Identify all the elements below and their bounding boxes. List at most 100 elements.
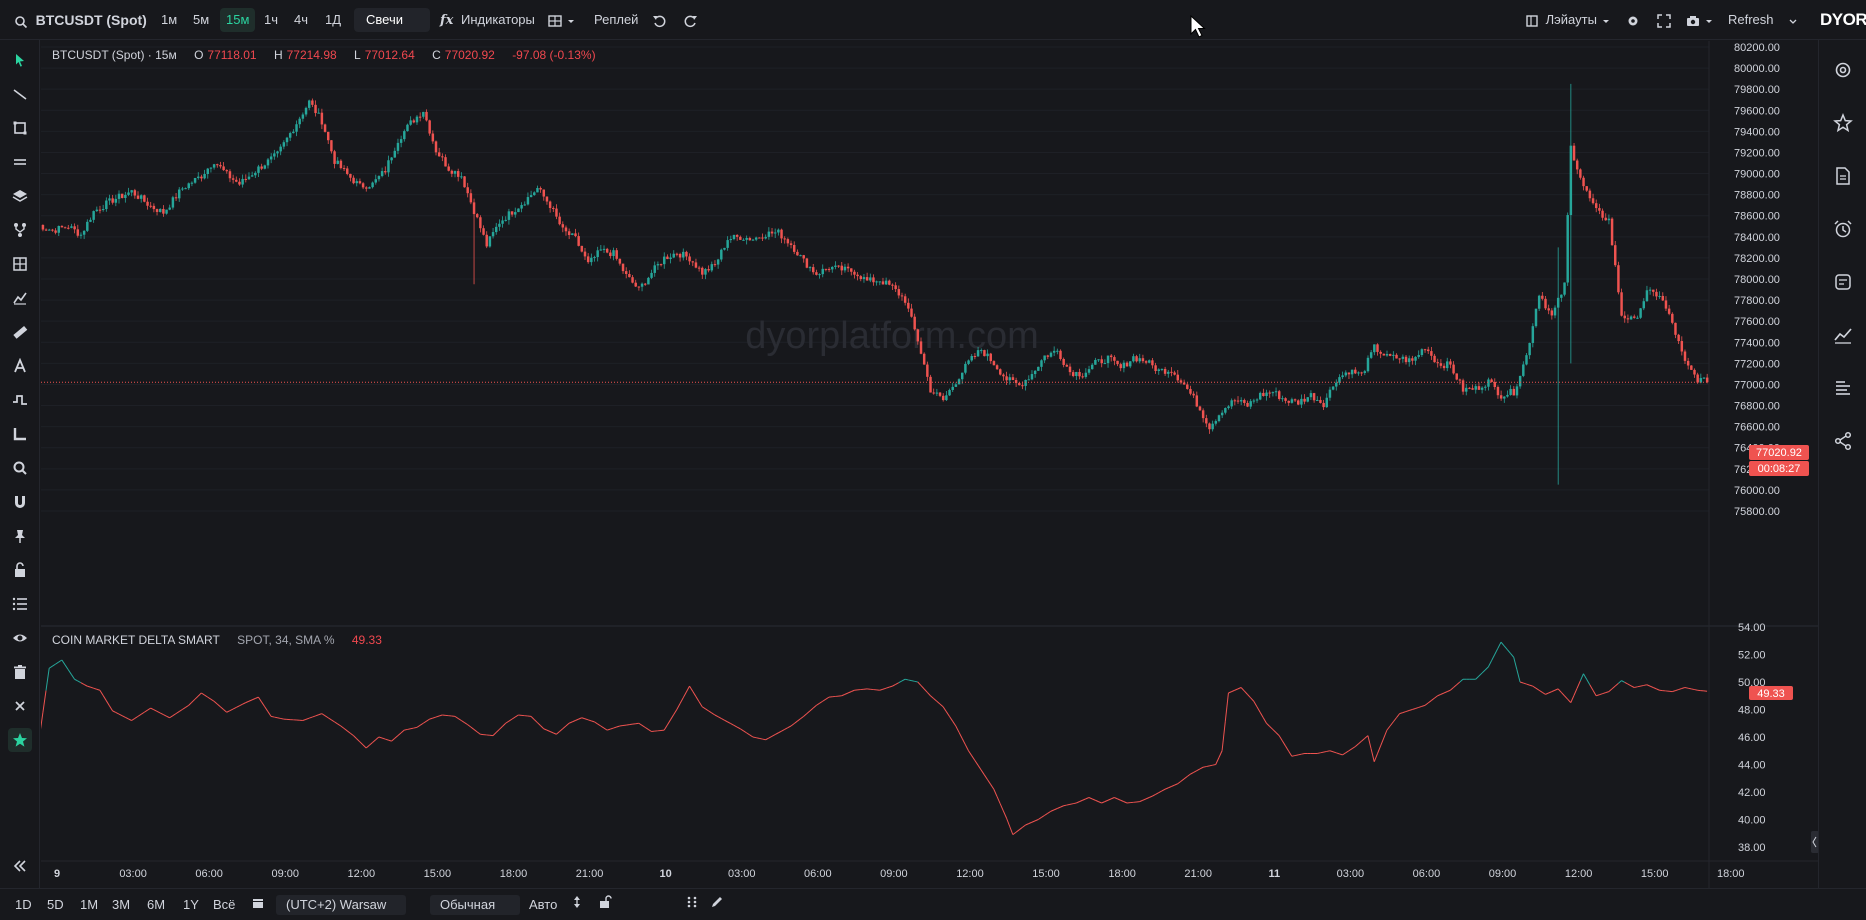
rectangle-icon[interactable]: [8, 116, 32, 140]
range-1d[interactable]: 1D: [15, 897, 32, 912]
timezone-select[interactable]: (UTC+2) Warsaw: [276, 895, 406, 915]
alert-clock-icon[interactable]: [1831, 217, 1855, 241]
layers-icon[interactable]: [8, 184, 32, 208]
range-3m[interactable]: 3M: [112, 897, 131, 912]
indicator-segment: [1519, 681, 1524, 684]
lock-icon[interactable]: [8, 558, 32, 582]
range-all[interactable]: Всё: [213, 897, 236, 912]
favorite-star-icon[interactable]: [8, 728, 32, 752]
candle-body: [938, 392, 942, 396]
settings-icon[interactable]: [1831, 58, 1855, 82]
indicator-legend[interactable]: COIN MARKET DELTA SMART SPOT, 34, SMA % …: [52, 633, 386, 647]
indicator-segment: [549, 731, 554, 734]
order-book-icon[interactable]: [1831, 376, 1855, 400]
indicator-segment: [1535, 687, 1540, 691]
interval-4h[interactable]: 4ч: [294, 12, 309, 27]
news-icon[interactable]: [1831, 270, 1855, 294]
symbol-search[interactable]: BTCUSDT (Spot): [14, 8, 147, 32]
range-1m[interactable]: 1M: [80, 897, 99, 912]
indicator-segment: [1006, 817, 1011, 827]
candle-body: [1493, 381, 1497, 388]
candle-body: [269, 156, 273, 160]
interval-1h[interactable]: 1ч: [264, 12, 279, 27]
refresh-button[interactable]: Refresh: [1728, 12, 1774, 27]
magnet-icon[interactable]: [8, 490, 32, 514]
document-icon[interactable]: [1831, 164, 1855, 188]
indicator-segment: [204, 694, 208, 698]
share-icon[interactable]: [1831, 429, 1855, 453]
candle-body: [1011, 377, 1015, 381]
pattern-icon[interactable]: [8, 388, 32, 412]
range-1y[interactable]: 1Y: [183, 897, 199, 912]
candle-body: [713, 264, 717, 266]
candle-body: [203, 174, 206, 179]
interval-1d[interactable]: 1Д: [325, 12, 342, 27]
dyor-logo[interactable]: DYOR: [1820, 10, 1866, 29]
candle-body: [415, 116, 419, 123]
candle-body: [1556, 297, 1560, 308]
parallel-channel-icon[interactable]: [8, 150, 32, 174]
zoom-icon[interactable]: [8, 456, 32, 480]
candle-body: [1331, 386, 1335, 390]
measure-icon[interactable]: [8, 422, 32, 446]
chart-type-select[interactable]: Свечи: [354, 8, 430, 32]
close-icon[interactable]: [8, 694, 32, 718]
candle-body: [1430, 351, 1433, 356]
candle-body: [1271, 392, 1275, 394]
settings-gear-icon[interactable]: [1626, 8, 1640, 32]
replay-button[interactable]: Реплей: [594, 12, 639, 27]
interval-15m[interactable]: 15м: [220, 8, 256, 32]
indicator-axis[interactable]: 54.0052.0050.0048.0046.0044.0042.0040.00…: [1738, 622, 1766, 854]
layouts-button[interactable]: Лэйауты: [1526, 8, 1611, 32]
chevron-down-icon[interactable]: [1788, 8, 1798, 32]
chart-trend-icon[interactable]: [1831, 323, 1855, 347]
interval-5m[interactable]: 5м: [193, 12, 210, 27]
indicators-button[interactable]: fx Индикаторы: [440, 8, 535, 32]
range-6m[interactable]: 6M: [147, 897, 166, 912]
calendar-icon[interactable]: [252, 895, 264, 915]
drag-handle-icon[interactable]: [686, 895, 698, 915]
indicator-segment: [308, 716, 313, 719]
scroll-handle[interactable]: [1811, 831, 1818, 853]
pin-icon[interactable]: [8, 524, 32, 548]
indicator-segment: [1240, 687, 1245, 692]
layout-grid-button[interactable]: [548, 8, 576, 32]
watchlist-star-icon[interactable]: [1831, 111, 1855, 135]
vertical-scale-icon[interactable]: [572, 895, 582, 915]
grid-tool-icon[interactable]: [8, 252, 32, 276]
indicator-segment: [1044, 812, 1049, 816]
candle-body: [1056, 350, 1059, 352]
chart-area[interactable]: dyorplatform.com 80200.00 80000.00 79800.0…: [41, 41, 1818, 888]
cursor-arrow-icon[interactable]: [8, 48, 32, 72]
candle-body: [691, 261, 695, 263]
chart-canvas[interactable]: dyorplatform.com 80200.00 80000.00 79800.0…: [41, 41, 1818, 888]
eye-icon[interactable]: [8, 626, 32, 650]
legend-symbol[interactable]: BTCUSDT (Spot) · 15м: [52, 48, 177, 62]
ruler-icon[interactable]: [8, 320, 32, 344]
indicator-segment: [1453, 684, 1457, 688]
candle-body: [1258, 392, 1262, 400]
indicator-segment: [1037, 817, 1042, 820]
indicator-segment: [765, 737, 770, 741]
interval-1m[interactable]: 1м: [161, 12, 178, 27]
text-tool-icon[interactable]: [8, 354, 32, 378]
trend-line-icon[interactable]: [8, 82, 32, 106]
range-5d[interactable]: 5D: [47, 897, 64, 912]
collapse-double-chevron-icon[interactable]: [8, 854, 32, 878]
indicator-segment: [216, 703, 221, 708]
screenshot-button[interactable]: [1686, 8, 1714, 32]
candle-body: [460, 176, 463, 178]
undo-icon[interactable]: [652, 8, 666, 32]
auto-scale-button[interactable]: Авто: [529, 897, 558, 912]
candle-body: [599, 249, 603, 251]
scale-mode-select[interactable]: Обычная: [430, 895, 520, 915]
time-axis[interactable]: 9 03:00 06:00 09:00 12:00 15:00 18:00 21:00 10 03…: [41, 41, 1818, 888]
forecast-icon[interactable]: [8, 286, 32, 310]
object-tree-icon[interactable]: [8, 592, 32, 616]
unlock-icon[interactable]: [598, 895, 612, 915]
fullscreen-icon[interactable]: [1657, 8, 1671, 32]
trash-icon[interactable]: [8, 660, 32, 684]
pencil-icon[interactable]: [710, 895, 724, 915]
fork-icon[interactable]: [8, 218, 32, 242]
redo-icon[interactable]: [684, 8, 698, 32]
